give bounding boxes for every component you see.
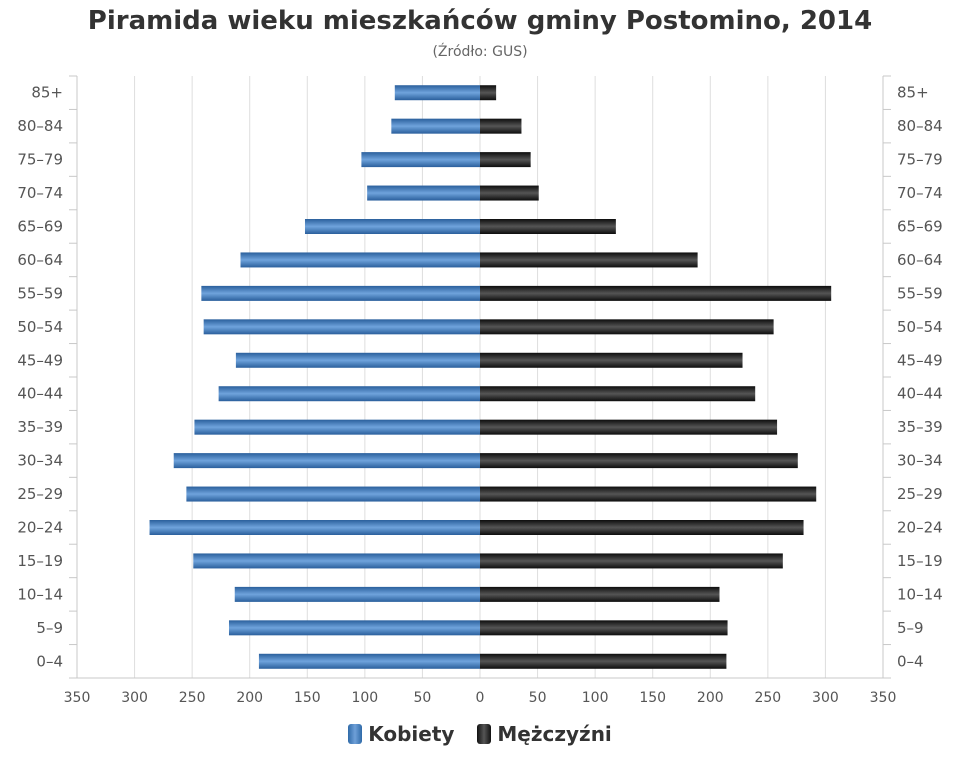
category-label-left: 60–64 [17, 251, 63, 269]
bar-kobiety[interactable] [367, 185, 480, 201]
x-tick-label: 50 [414, 690, 432, 706]
bar-mezczyzni[interactable] [480, 252, 698, 268]
bar-mezczyzni[interactable] [480, 352, 743, 368]
x-tick-label: 350 [64, 690, 91, 706]
bar-mezczyzni[interactable] [480, 152, 531, 168]
bar-mezczyzni[interactable] [480, 85, 497, 101]
chart-subtitle: (Źródło: GUS) [432, 44, 528, 60]
x-tick-label: 200 [697, 690, 724, 706]
x-tick-label: 200 [236, 690, 263, 706]
bar-kobiety[interactable] [201, 285, 480, 301]
bar-kobiety[interactable] [240, 252, 480, 268]
category-label-left: 30–34 [17, 452, 63, 470]
chart-title: Piramida wieku mieszkańców gminy Postomi… [87, 6, 873, 36]
bar-mezczyzni[interactable] [480, 553, 783, 569]
bar-kobiety[interactable] [193, 553, 480, 569]
bar-mezczyzni[interactable] [480, 653, 727, 669]
bar-kobiety[interactable] [304, 219, 480, 234]
population-pyramid-chart: 350 300 250 200 150 100 50 0 50 100 150 200 250 300 35… [17, 75, 943, 706]
bar-mezczyzni[interactable] [480, 520, 804, 535]
category-label-right: 80–84 [897, 117, 943, 135]
category-label-left: 45–49 [17, 351, 63, 369]
category-label-right: 30–34 [897, 452, 943, 470]
category-label-left: 85+ [31, 84, 63, 102]
legend-item-mezczyzni[interactable]: Mężczyźni [477, 722, 612, 746]
x-tick-label: 100 [351, 690, 378, 706]
x-tick-label: 350 [870, 690, 897, 706]
category-label-left: 20–24 [17, 519, 63, 537]
category-label-left: 50–54 [17, 318, 63, 336]
category-label-right: 50–54 [897, 318, 943, 336]
x-tick-label: 100 [582, 690, 609, 706]
category-label-right: 15–19 [897, 552, 943, 570]
category-label-right: 25–29 [897, 485, 943, 503]
x-tick-label: 300 [121, 690, 148, 706]
bar-mezczyzni[interactable] [480, 185, 539, 201]
bar-mezczyzni[interactable] [480, 219, 616, 234]
bar-kobiety[interactable] [361, 152, 480, 168]
legend-swatch-mezczyzni [477, 724, 492, 744]
category-label-right: 60–64 [897, 251, 943, 269]
category-label-left: 40–44 [17, 385, 63, 403]
x-tick-label: 50 [529, 690, 547, 706]
category-label-left: 25–29 [17, 485, 63, 503]
category-label-right: 40–44 [897, 385, 943, 403]
category-label-right: 45–49 [897, 351, 943, 369]
bar-kobiety[interactable] [235, 352, 480, 368]
legend-item-kobiety[interactable]: Kobiety [348, 722, 454, 746]
bar-kobiety[interactable] [394, 85, 480, 101]
legend-label-kobiety: Kobiety [368, 722, 455, 746]
category-label-left: 15–19 [17, 552, 63, 570]
bar-mezczyzni[interactable] [480, 586, 720, 602]
category-label-right: 65–69 [897, 218, 943, 236]
x-tick-label: 300 [812, 690, 839, 706]
bar-mezczyzni[interactable] [480, 620, 728, 636]
bar-mezczyzni[interactable] [480, 486, 817, 502]
x-tick-label: 150 [639, 690, 666, 706]
bar-kobiety[interactable] [258, 653, 480, 669]
category-label-right: 35–39 [897, 418, 943, 436]
category-label-left: 75–79 [17, 151, 63, 169]
x-tick-label: 250 [179, 690, 206, 706]
category-label-left: 35–39 [17, 418, 63, 436]
bar-kobiety[interactable] [234, 586, 480, 602]
category-label-right: 20–24 [897, 519, 943, 537]
category-label-left: 0–4 [36, 652, 63, 670]
category-label-left: 55–59 [17, 284, 63, 302]
category-label-right: 55–59 [897, 284, 943, 302]
x-tick-label: 150 [294, 690, 321, 706]
category-label-right: 0–4 [897, 652, 924, 670]
legend-swatch-kobiety [348, 724, 363, 744]
bar-mezczyzni[interactable] [480, 118, 522, 134]
category-label-right: 5–9 [897, 619, 924, 637]
category-label-left: 10–14 [17, 585, 63, 603]
category-label-left: 65–69 [17, 218, 63, 236]
category-label-right: 10–14 [897, 585, 943, 603]
bar-kobiety[interactable] [194, 419, 480, 435]
bar-kobiety[interactable] [391, 118, 480, 134]
bar-kobiety[interactable] [149, 520, 481, 535]
bar-mezczyzni[interactable] [480, 386, 756, 402]
chart-legend: Kobiety Mężczyźni [0, 722, 960, 749]
legend-label-mezczyzni: Mężczyźni [497, 722, 612, 746]
x-tick-label: 250 [754, 690, 781, 706]
category-label-left: 70–74 [17, 184, 63, 202]
bar-kobiety[interactable] [186, 486, 480, 502]
bar-kobiety[interactable] [203, 319, 480, 335]
category-label-right: 75–79 [897, 151, 943, 169]
bar-mezczyzni[interactable] [480, 319, 774, 335]
category-label-left: 5–9 [36, 619, 63, 637]
bar-kobiety[interactable] [173, 453, 480, 469]
category-label-right: 85+ [897, 84, 929, 102]
bar-mezczyzni[interactable] [480, 285, 832, 301]
category-label-left: 80–84 [17, 117, 63, 135]
bar-kobiety[interactable] [218, 386, 480, 402]
category-label-right: 70–74 [897, 184, 943, 202]
x-tick-label: 0 [476, 690, 485, 706]
bar-kobiety[interactable] [228, 620, 480, 636]
bar-mezczyzni[interactable] [480, 419, 778, 435]
bar-mezczyzni[interactable] [480, 453, 798, 469]
